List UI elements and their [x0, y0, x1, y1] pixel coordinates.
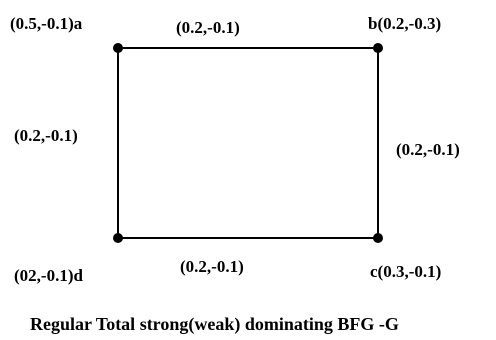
figure-caption: Regular Total strong(weak) dominating BF… — [30, 314, 399, 335]
edge-b-c-label: (0.2,-0.1) — [396, 140, 460, 159]
vertex-a-label: (0.5,-0.1)a — [10, 14, 83, 33]
vertex-c — [373, 233, 383, 243]
vertex-b — [373, 43, 383, 53]
edge-c-d-label: (0.2,-0.1) — [180, 257, 244, 276]
edge-a-b-label: (0.2,-0.1) — [176, 18, 240, 37]
edge-d-a-label: (0.2,-0.1) — [14, 126, 78, 145]
vertex-a — [113, 43, 123, 53]
vertex-d — [113, 233, 123, 243]
vertex-d-label: (02,-0.1)d — [14, 266, 83, 285]
vertex-b-label: b(0.2,-0.3) — [368, 14, 441, 33]
vertex-c-label: c(0.3,-0.1) — [370, 262, 441, 281]
